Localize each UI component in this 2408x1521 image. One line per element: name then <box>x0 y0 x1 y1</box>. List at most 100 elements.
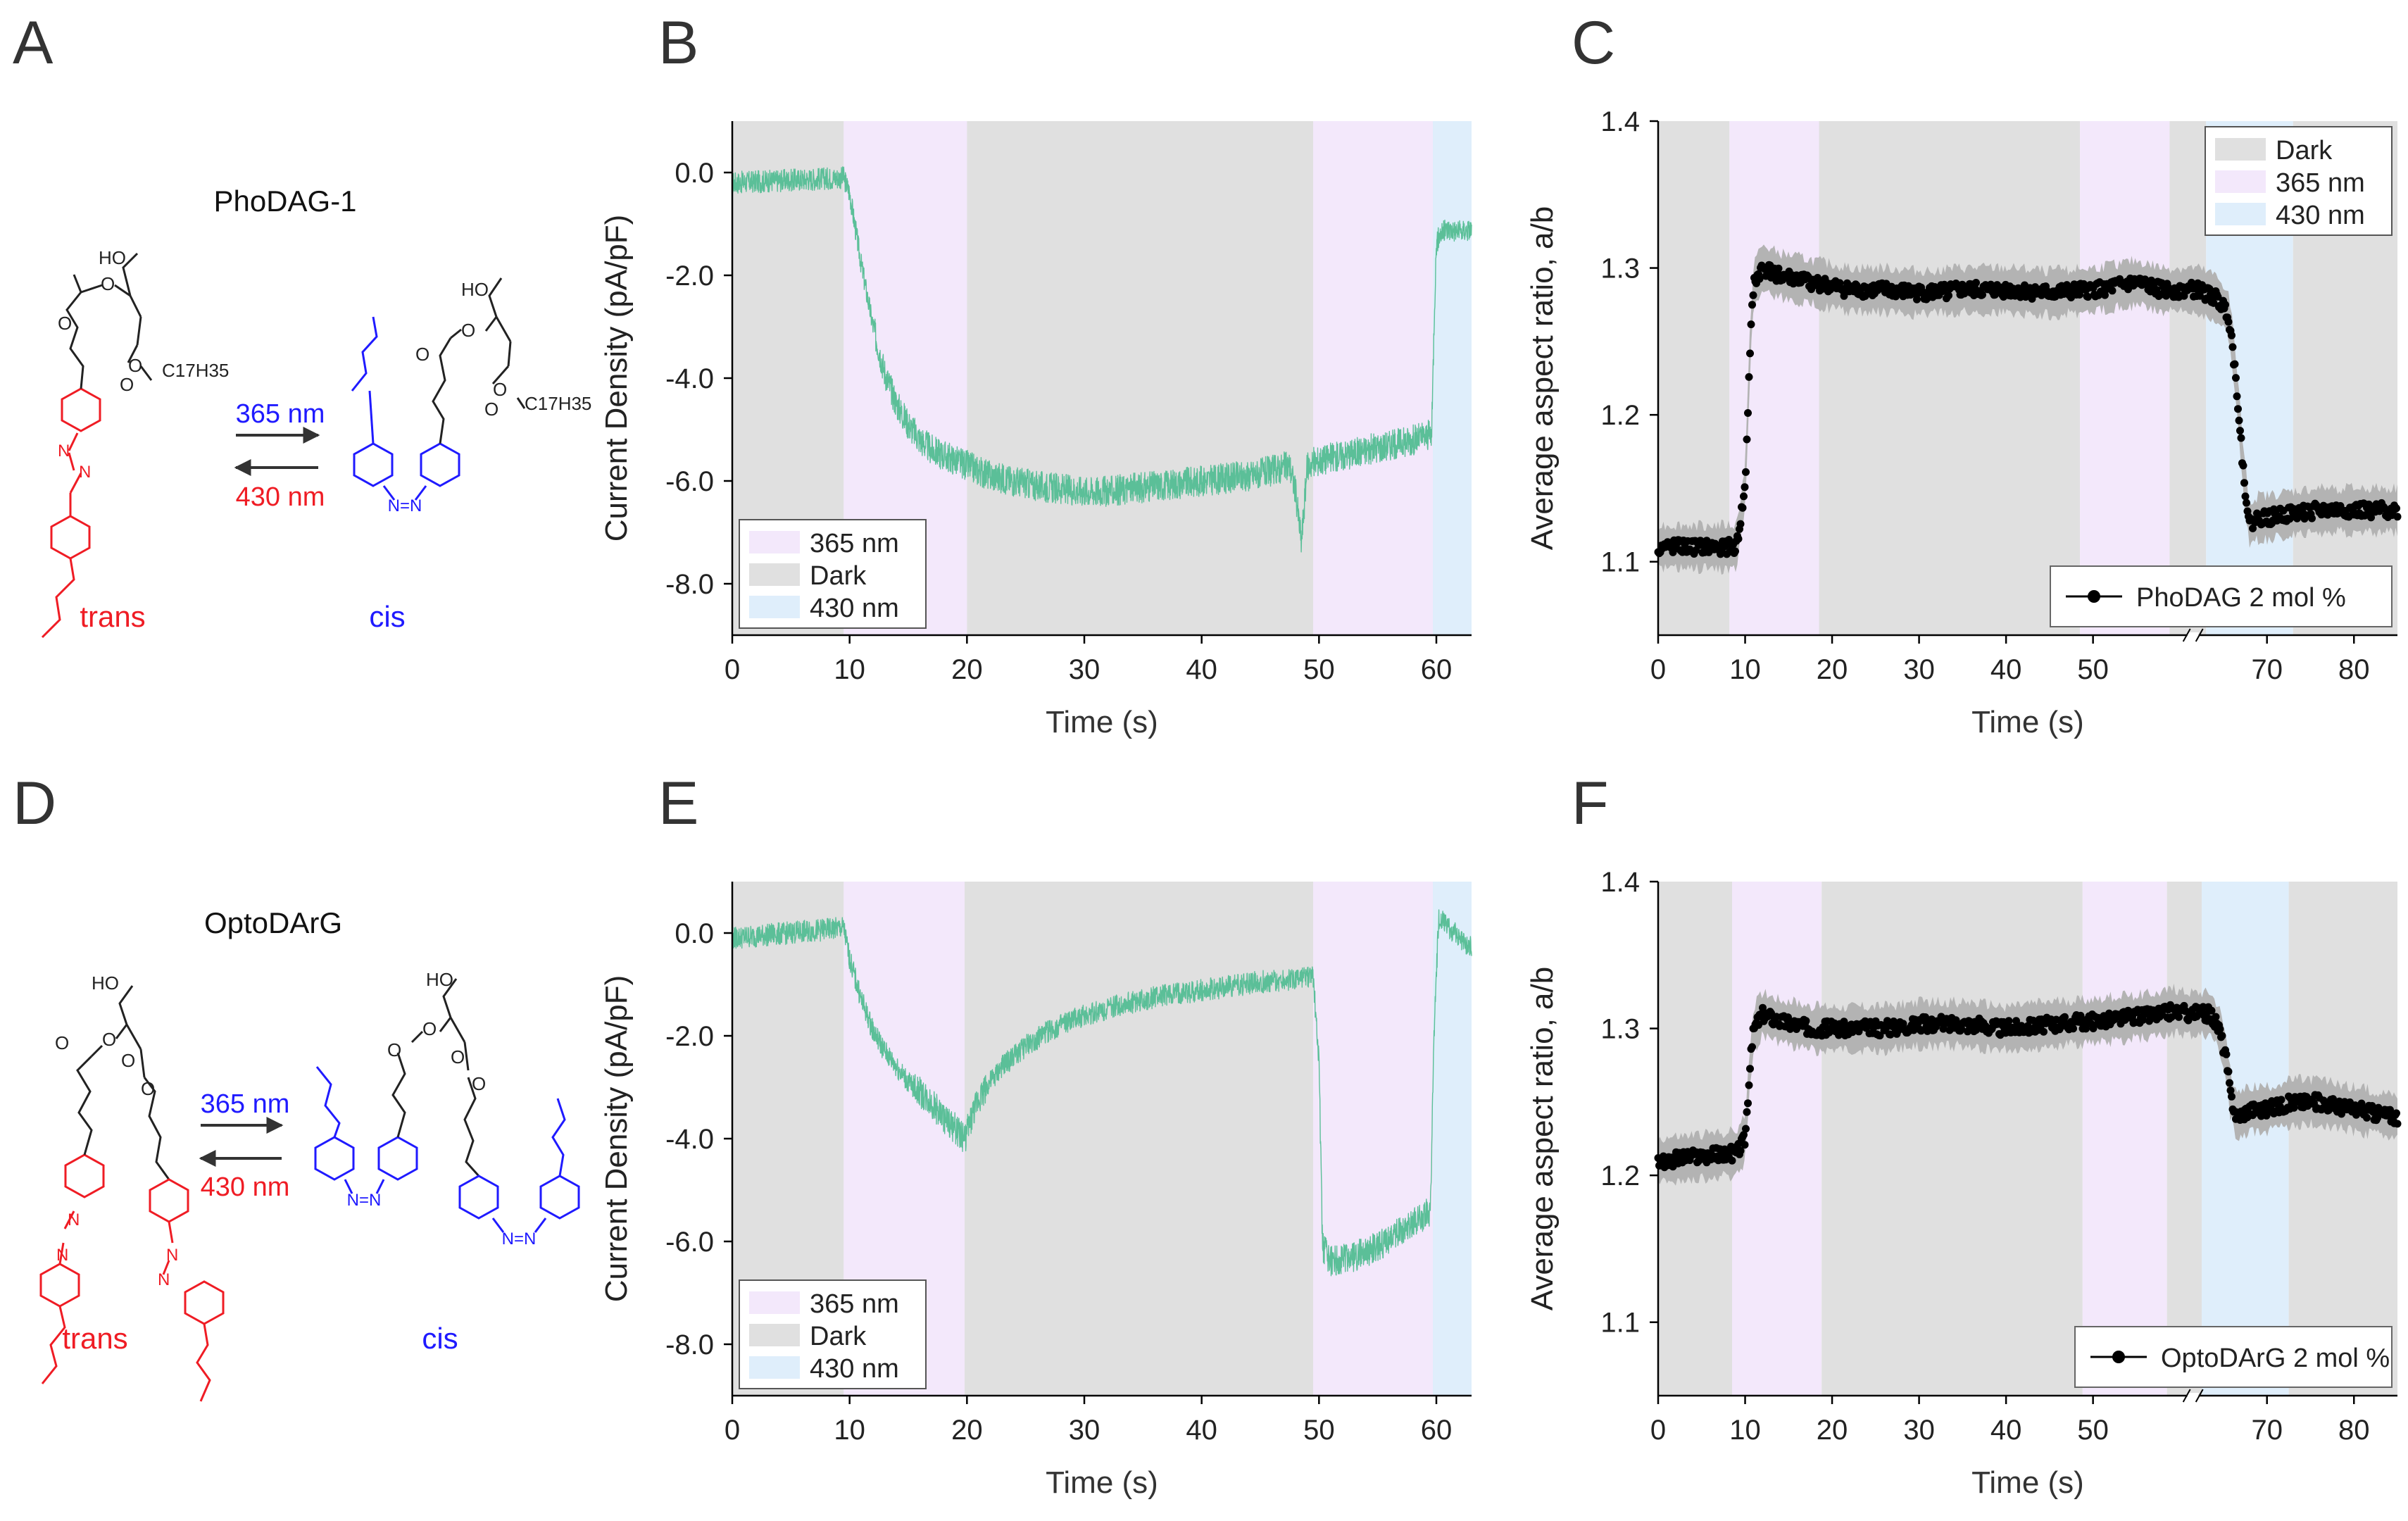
y-axis-label: Current Density (pA/pF) <box>599 975 634 1303</box>
data-point <box>2175 1013 2183 1021</box>
data-point <box>2226 1087 2235 1095</box>
benzene-ring <box>377 1136 418 1181</box>
data-point <box>2084 293 2092 301</box>
data-point <box>2221 301 2229 309</box>
y-tick-label: 0.0 <box>675 918 714 949</box>
data-point <box>2236 427 2244 435</box>
data-point <box>2108 287 2117 295</box>
data-point <box>1755 275 1764 283</box>
data-point <box>1913 295 1921 303</box>
y-tick-label: -2.0 <box>665 261 714 292</box>
legend-swatch-dark <box>749 563 800 586</box>
x-tick-label: 80 <box>2338 1415 2370 1446</box>
data-point <box>1738 503 1747 512</box>
legend-entry: Dark <box>810 1322 867 1351</box>
data-point <box>1746 1065 1754 1073</box>
x-tick-label: 40 <box>1990 654 2022 685</box>
data-point <box>1731 547 1739 556</box>
legend-entry: 365 nm <box>810 1289 899 1319</box>
data-point <box>2231 360 2239 368</box>
data-point <box>1921 1013 1929 1021</box>
data-point <box>1734 534 1743 543</box>
axis-break-gap <box>2187 1393 2199 1398</box>
data-point <box>1972 279 1980 287</box>
atom-label: O <box>58 313 72 334</box>
x-tick-label: 10 <box>1729 654 1761 685</box>
data-point <box>2228 343 2237 351</box>
x-tick-label: 30 <box>1069 654 1100 685</box>
legend-swatch-uv365 <box>749 1291 800 1314</box>
axis-break-mark <box>2182 1389 2191 1403</box>
data-point <box>1728 1156 1736 1165</box>
atom-label: C17H35 <box>162 360 229 381</box>
atom-label: HO <box>426 969 453 990</box>
data-point <box>2249 524 2257 532</box>
atom-label: O <box>141 1078 155 1099</box>
benzene-ring <box>458 1175 499 1220</box>
atom-label: O <box>55 1032 69 1053</box>
data-point <box>2233 392 2241 401</box>
atom-label: O <box>387 1039 401 1060</box>
benzene-ring <box>50 515 91 560</box>
illumination-band-uv365 <box>1732 882 1822 1396</box>
y-axis-label: Average aspect ratio, a/b <box>1525 967 1560 1310</box>
atom-label: O <box>128 355 142 376</box>
data-point <box>1840 1018 1848 1026</box>
legend-swatch-dark <box>749 1324 800 1346</box>
illumination-band-dark <box>2169 121 2207 635</box>
panel-c-chart: C 0 10 20 30 40 50 70 80 1.1 1.2 1.3 1.4 Time (s) Aver… <box>1525 9 2402 739</box>
benzene-ring <box>539 1175 580 1220</box>
illumination-band-uv365 <box>1313 121 1433 635</box>
azo-bridge-label: N=N <box>347 1191 382 1210</box>
data-point <box>1736 520 1745 528</box>
atom-label: N <box>56 1246 68 1265</box>
benzene-ring <box>353 442 394 487</box>
data-point <box>1742 468 1750 476</box>
data-point <box>2038 291 2045 299</box>
atom-label: O <box>120 374 134 395</box>
y-tick-label: 0.0 <box>675 158 714 189</box>
atom-label: O <box>461 320 475 341</box>
x-tick-label: 20 <box>951 1415 983 1446</box>
trans-label: trans <box>62 1322 127 1355</box>
illumination-band-blue430 <box>1433 121 1472 635</box>
data-point <box>2277 1096 2285 1104</box>
butyl-tail-trans <box>41 558 75 639</box>
data-point <box>2224 1068 2233 1076</box>
data-point <box>1793 1025 1800 1033</box>
legend-swatch-blue430 <box>2215 203 2266 225</box>
x-tick-label: 50 <box>2077 654 2109 685</box>
data-point <box>2369 1108 2377 1116</box>
cis-label: cis <box>369 600 405 633</box>
benzene-ring <box>39 1263 80 1308</box>
data-point <box>1741 1141 1749 1149</box>
legend-marker <box>2088 590 2100 603</box>
data-point <box>1742 1125 1750 1133</box>
legend-swatch-uv365 <box>2215 170 2266 193</box>
y-tick-label: 1.4 <box>1600 867 1640 898</box>
atom-label: HO <box>461 279 489 300</box>
data-point <box>2234 405 2242 413</box>
x-tick-label: 10 <box>834 1415 865 1446</box>
data-point <box>1740 492 1748 501</box>
atom-label: O <box>472 1073 486 1094</box>
x-tick-label: 40 <box>1990 1415 2022 1446</box>
data-point <box>1774 264 1783 273</box>
atom-label: C17H35 <box>525 393 591 414</box>
data-point <box>1759 1003 1767 1012</box>
data-point <box>2262 1111 2271 1120</box>
x-tick-label: 0 <box>1650 1415 1666 1446</box>
data-point <box>1876 1032 1884 1040</box>
y-tick-label: 1.2 <box>1600 400 1640 431</box>
data-point <box>2207 1006 2216 1015</box>
x-tick-label: 0 <box>1650 654 1666 685</box>
data-point <box>1743 435 1751 444</box>
data-point <box>1745 373 1753 381</box>
illumination-band-dark <box>2166 882 2202 1396</box>
azo-bridge-label: N=N <box>388 496 422 515</box>
data-point <box>2329 1095 2337 1103</box>
x-tick-label: 30 <box>1903 654 1935 685</box>
data-point <box>1743 1108 1751 1116</box>
y-tick-label: 1.3 <box>1600 254 1640 284</box>
